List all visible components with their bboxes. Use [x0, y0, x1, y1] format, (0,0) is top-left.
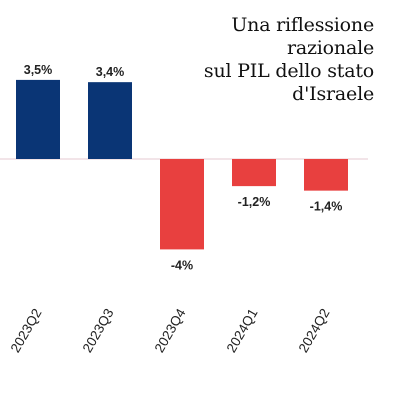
- bar-2024Q2: [304, 159, 348, 191]
- title-line: sul PIL dello stato: [203, 60, 374, 82]
- x-tick-label: 2023Q3: [80, 306, 117, 355]
- data-label: -4%: [171, 258, 193, 272]
- title-line: Una riflessione: [231, 14, 374, 36]
- x-tick-label: 2024Q1: [224, 306, 261, 355]
- title-line: d'Israele: [292, 83, 374, 105]
- x-tick-label: 2023Q4: [152, 306, 189, 356]
- title-line: razionale: [286, 37, 374, 59]
- x-tick-label: 2024Q2: [296, 306, 333, 355]
- data-label: 3,5%: [24, 63, 53, 77]
- chart-title: Una riflessione razionale sul PIL dello …: [114, 14, 374, 106]
- bar-2023Q2: [16, 79, 60, 159]
- bar-2024Q1: [232, 159, 276, 187]
- data-label: 3,4%: [96, 65, 125, 79]
- data-label: -1,4%: [310, 200, 343, 214]
- bar-2023Q4: [160, 159, 204, 250]
- data-label: -1,2%: [238, 195, 271, 209]
- bar-2023Q3: [88, 82, 132, 159]
- x-tick-label: 2023Q2: [8, 306, 45, 355]
